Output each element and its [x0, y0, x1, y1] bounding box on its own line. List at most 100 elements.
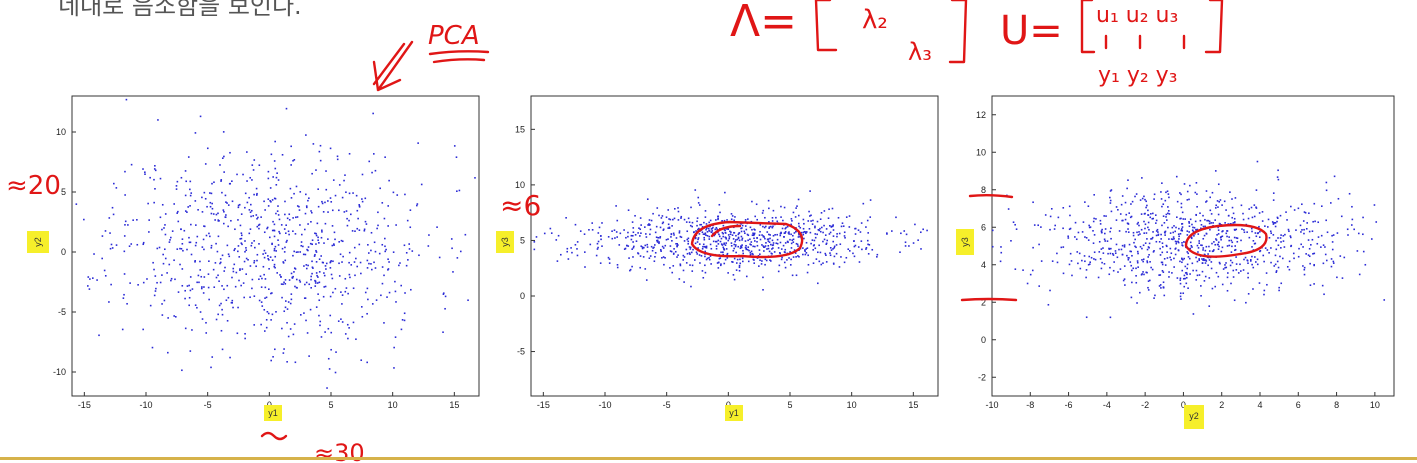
- data-point: [394, 336, 397, 338]
- data-point: [217, 274, 219, 277]
- data-point: [279, 274, 281, 276]
- data-point: [222, 131, 225, 133]
- data-point: [1232, 269, 1235, 272]
- data-point: [796, 243, 799, 246]
- data-point: [1292, 252, 1295, 255]
- data-point: [1165, 191, 1167, 194]
- data-point: [589, 243, 592, 246]
- data-point: [1228, 244, 1231, 247]
- data-point: [753, 228, 755, 231]
- data-point: [1221, 204, 1223, 206]
- data-point: [719, 257, 722, 259]
- data-point: [249, 176, 252, 179]
- data-point: [352, 192, 354, 194]
- data-point: [438, 256, 441, 259]
- data-point: [250, 215, 252, 218]
- data-point: [557, 234, 560, 237]
- xlabel-highlight: [725, 405, 743, 421]
- data-point: [1216, 234, 1218, 236]
- data-point: [315, 169, 317, 171]
- data-point: [103, 269, 106, 272]
- data-point: [203, 286, 205, 288]
- data-point: [711, 227, 713, 230]
- data-point: [611, 237, 614, 240]
- data-point: [632, 234, 634, 237]
- data-point: [790, 233, 792, 236]
- data-point: [673, 248, 675, 250]
- data-point: [130, 243, 133, 245]
- data-point: [790, 223, 792, 226]
- data-point: [148, 219, 150, 221]
- data-point: [805, 241, 808, 244]
- data-point: [845, 256, 848, 259]
- data-point: [1147, 226, 1149, 229]
- data-point: [725, 248, 728, 250]
- data-point: [733, 247, 735, 250]
- data-point: [1278, 289, 1280, 292]
- data-point: [716, 262, 719, 264]
- data-point: [861, 248, 863, 251]
- data-point: [1276, 176, 1279, 178]
- data-point: [689, 246, 692, 249]
- data-point: [1240, 239, 1242, 242]
- data-point: [318, 150, 321, 153]
- data-point: [1117, 208, 1119, 211]
- data-point: [802, 253, 804, 256]
- data-point: [667, 238, 669, 240]
- data-point: [1171, 226, 1174, 229]
- data-point: [1179, 192, 1181, 194]
- data-point: [784, 248, 787, 251]
- data-point: [667, 227, 669, 229]
- data-point: [284, 279, 287, 281]
- data-point: [533, 248, 536, 251]
- data-point: [303, 265, 305, 267]
- plot-points: [533, 189, 928, 291]
- data-point: [321, 202, 324, 205]
- data-point: [314, 280, 317, 283]
- data-point: [1375, 221, 1378, 223]
- data-point: [164, 233, 167, 236]
- data-point: [1093, 258, 1095, 260]
- data-point: [1211, 287, 1214, 290]
- data-point: [153, 178, 155, 181]
- data-point: [280, 276, 282, 278]
- data-point: [803, 230, 806, 233]
- data-point: [281, 153, 284, 156]
- data-point: [293, 250, 296, 253]
- data-point: [209, 205, 212, 208]
- data-point: [1125, 230, 1127, 233]
- data-point: [1303, 266, 1306, 269]
- data-point: [183, 229, 186, 232]
- data-point: [1127, 223, 1130, 225]
- data-point: [576, 241, 579, 243]
- data-point: [724, 191, 726, 194]
- data-point: [639, 266, 642, 269]
- data-point: [318, 258, 321, 261]
- data-point: [262, 253, 264, 255]
- data-point: [787, 232, 790, 234]
- data-point: [312, 143, 315, 145]
- data-point: [1280, 241, 1282, 243]
- data-point: [1233, 221, 1236, 224]
- data-point: [274, 197, 277, 200]
- y-tick-label: 15: [515, 124, 525, 134]
- data-point: [1069, 227, 1072, 230]
- data-point: [194, 132, 197, 134]
- data-point: [1312, 252, 1314, 255]
- data-point: [584, 266, 586, 268]
- data-point: [697, 238, 699, 241]
- data-point: [387, 269, 389, 271]
- data-point: [1115, 219, 1118, 221]
- data-point: [340, 291, 342, 293]
- data-point: [690, 251, 693, 254]
- data-point: [752, 232, 754, 235]
- data-point: [658, 241, 660, 243]
- data-point: [205, 321, 207, 324]
- data-point: [727, 272, 729, 274]
- data-point: [1159, 274, 1162, 276]
- data-point: [735, 244, 737, 246]
- data-point: [1167, 206, 1169, 208]
- data-point: [1217, 229, 1220, 231]
- data-point: [1084, 201, 1086, 203]
- data-point: [1277, 244, 1280, 247]
